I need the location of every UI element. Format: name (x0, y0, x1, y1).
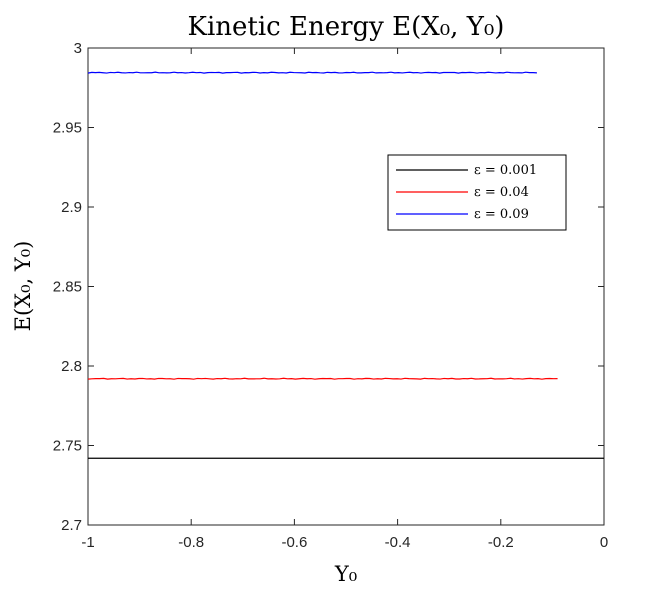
y-tick-label: 3 (74, 40, 82, 57)
x-tick-label: -0.4 (385, 534, 411, 551)
x-tick-label: -0.6 (281, 534, 307, 551)
x-tick-label: -0.2 (488, 534, 514, 551)
legend: ε = 0.001 ε = 0.04 ε = 0.09 (387, 154, 567, 231)
plot-area (87, 47, 605, 526)
y-tick-label: 2.9 (61, 199, 82, 216)
y-axis-label: E(X₀, Y₀) (11, 241, 35, 332)
y-tick-label: 2.85 (53, 279, 82, 296)
chart-title: Kinetic Energy E(X₀, Y₀) (188, 12, 505, 42)
legend-entry: ε = 0.09 (474, 207, 529, 222)
series-layer (87, 71, 604, 459)
y-tick-label: 2.95 (53, 120, 82, 137)
y-tick-label: 2.8 (61, 358, 82, 375)
legend-entry: ε = 0.001 (474, 163, 537, 178)
legend-entry: ε = 0.04 (474, 185, 529, 200)
x-axis-label: Y₀ (334, 562, 357, 586)
x-tick-label: 0 (600, 534, 608, 551)
y-tick-label: 2.75 (53, 438, 82, 455)
x-tick-label: -1 (81, 534, 94, 551)
ticks-layer: -1 -0.8 -0.6 -0.4 -0.2 0 2.7 2.75 2.8 2.85 2.9 2.95… (53, 40, 608, 551)
series-line-2 (87, 377, 558, 380)
y-tick-label: 2.7 (61, 517, 82, 534)
series-line-3 (87, 71, 537, 74)
x-tick-label: -0.8 (178, 534, 204, 551)
